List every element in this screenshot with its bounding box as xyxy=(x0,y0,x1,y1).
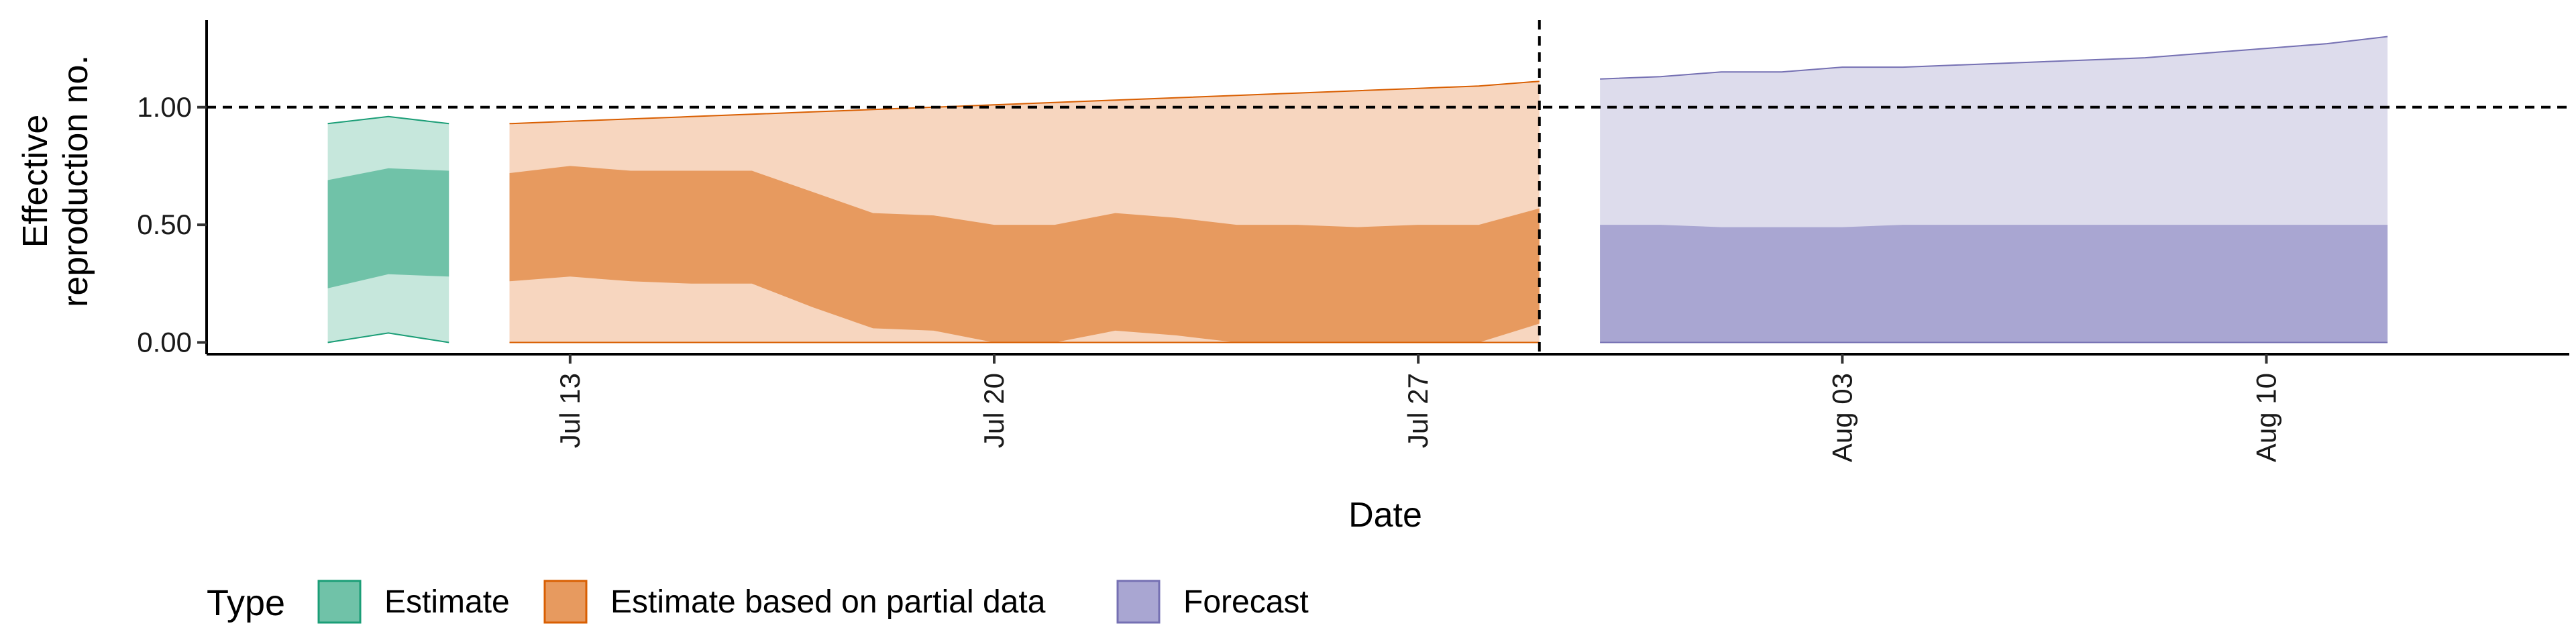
ribbon-layer xyxy=(327,36,2388,343)
series-forecast-upper-line xyxy=(1600,36,2388,80)
series-forecast xyxy=(1600,36,2388,343)
legend-label: Estimate based on partial data xyxy=(610,584,1046,620)
series-estimate-upper-line xyxy=(327,115,449,125)
legend-title: Type xyxy=(207,583,285,623)
legend-key xyxy=(317,580,362,624)
legend-label: Estimate xyxy=(384,584,510,620)
x-axis-title: Date xyxy=(1348,496,1422,535)
x-tick-label: Aug 10 xyxy=(2250,373,2282,462)
y-tick-label: 0.50 xyxy=(137,209,192,240)
y-axis-title-line-2: reproduction no. xyxy=(56,55,95,307)
series-estimate-based-on-partial-data-upper-line xyxy=(509,80,1540,125)
series-estimate-inner-band xyxy=(327,168,449,288)
y-tick-label: 1.00 xyxy=(137,91,192,123)
x-tick-label: Aug 03 xyxy=(1826,373,1858,462)
legend-key xyxy=(1116,580,1161,624)
legend-item-forecast: Forecast xyxy=(1116,580,1309,624)
x-tick-label: Jul 27 xyxy=(1402,373,1434,448)
series-forecast-inner-band xyxy=(1600,225,2388,343)
axes: 0.00 0.50 1.00 Jul 13 Jul 20 Jul 27 Aug 03 Aug … xyxy=(137,20,2569,462)
y-axis-title: Effective reproduction no. xyxy=(16,55,95,307)
series-estimate-based-on-partial-data xyxy=(509,80,1540,343)
x-tick-label: Jul 20 xyxy=(978,373,1010,448)
legend: Type Estimate Estimate based on partial d… xyxy=(207,580,1309,624)
legend-item-estimate-based-on-partial-data: Estimate based on partial data xyxy=(543,580,1046,624)
legend-item-estimate: Estimate xyxy=(317,580,510,624)
series-estimate-lower-line xyxy=(327,332,449,343)
y-axis-title-line-1: Effective xyxy=(16,115,55,248)
legend-label: Forecast xyxy=(1183,584,1309,620)
series-estimate-based-on-partial-data-inner-band xyxy=(509,166,1540,343)
legend-key xyxy=(543,580,588,624)
series-estimate xyxy=(327,115,449,343)
y-tick-label: 0.00 xyxy=(137,326,192,358)
reference-lines xyxy=(207,20,2569,354)
x-tick-label: Jul 13 xyxy=(554,373,586,448)
